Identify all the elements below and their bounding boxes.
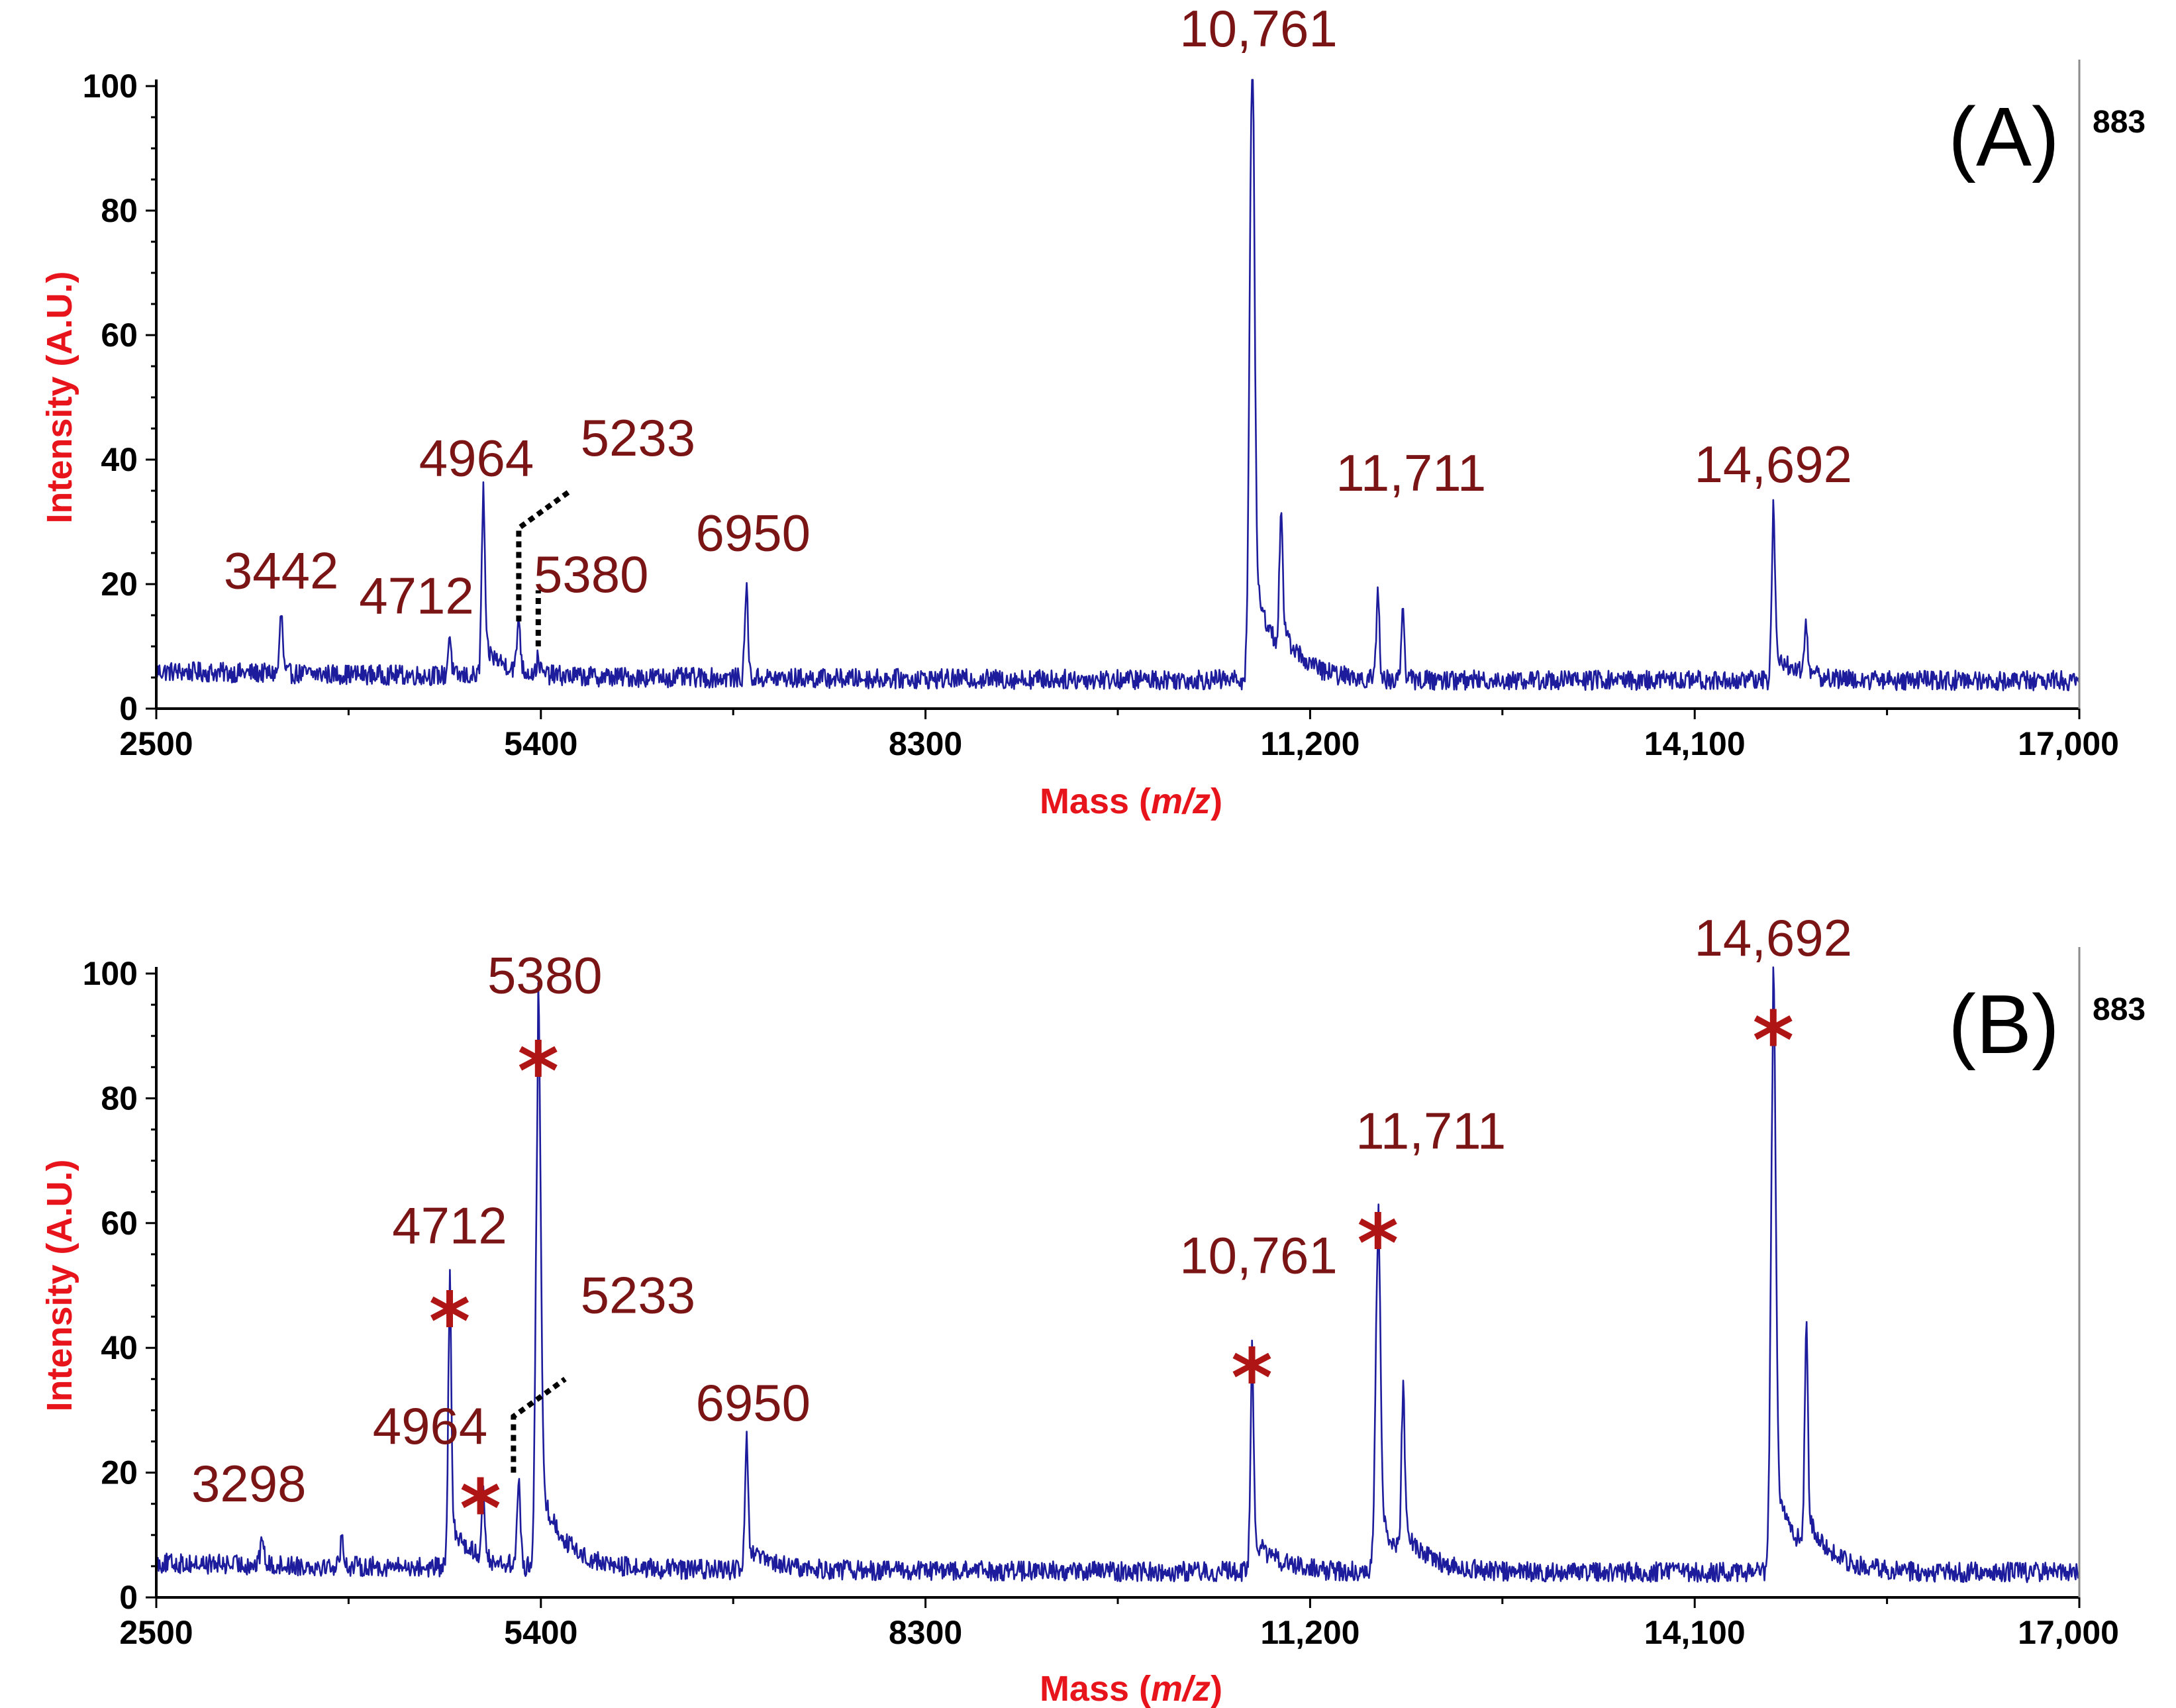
star-marker: *: [460, 1464, 501, 1556]
peak-label: 6950: [695, 503, 811, 562]
x-tick-label: 14,100: [1644, 1614, 1746, 1651]
panel-label: (B): [1948, 978, 2059, 1071]
y-axis-title: Intensity (A.U.): [40, 271, 79, 523]
star-marker: *: [1752, 995, 1794, 1087]
peak-label: 5380: [534, 545, 649, 603]
peak-label: 4964: [419, 429, 534, 487]
peak-label: 4964: [373, 1397, 488, 1455]
peak-label: 5233: [581, 409, 696, 467]
x-axis-title: Mass (m/z): [1040, 781, 1222, 821]
peak-label: 6950: [695, 1374, 811, 1432]
leader-line: [511, 1377, 567, 1473]
peak-label: 3298: [191, 1454, 307, 1513]
peak-label: 14,692: [1694, 435, 1852, 493]
y-tick-label: 80: [101, 192, 138, 229]
x-tick-label: 14,100: [1644, 725, 1746, 762]
peak-label: 4712: [359, 567, 474, 625]
x-tick-label: 2500: [119, 725, 193, 762]
y-tick-label: 60: [101, 1205, 138, 1242]
x-tick-label: 8300: [889, 725, 962, 762]
y-tick-label: 40: [101, 441, 138, 478]
spectrum-panel: 0 20 40 60 80 100 2500 5400 8300 11,200 14,100 17,0…: [40, 0, 2146, 821]
panel-label: (A): [1948, 90, 2059, 183]
peak-label: 11,711: [1336, 444, 1486, 502]
peak-label: 11,711: [1356, 1101, 1506, 1160]
y-tick-label: 100: [83, 955, 138, 992]
star-marker: *: [429, 1277, 471, 1369]
x-tick-label: 2500: [119, 1614, 193, 1651]
x-tick-label: 8300: [889, 1614, 962, 1651]
y-tick-label: 100: [83, 68, 138, 105]
y-tick-label: 0: [119, 690, 138, 727]
y-tick-label: 20: [101, 566, 138, 603]
x-tick-label: 11,200: [1260, 725, 1360, 762]
star-marker: *: [1231, 1332, 1273, 1425]
star-marker: *: [1357, 1198, 1399, 1290]
x-axis-title: Mass (m/z): [1040, 1669, 1222, 1708]
peak-label: 3442: [224, 541, 339, 599]
peak-label: 5233: [581, 1266, 696, 1324]
y-tick-label: 20: [101, 1454, 138, 1491]
x-tick-label: 5400: [504, 1614, 577, 1651]
spectrum-panel: 0 20 40 60 80 100 2500 5400 8300 11,200 14,100 17,0…: [40, 909, 2146, 1708]
x-tick-label: 11,200: [1260, 1614, 1360, 1651]
peak-label: 10,761: [1179, 1226, 1338, 1284]
x-tick-label: 17,000: [2018, 1614, 2119, 1651]
spectrum-line: [155, 79, 2080, 691]
peak-label: 5380: [487, 946, 603, 1005]
x-tick-label: 17,000: [2018, 725, 2119, 762]
peak-label: 14,692: [1694, 909, 1852, 967]
spectrum-line: [155, 966, 2080, 1583]
scale-label: 883: [2093, 105, 2146, 140]
star-marker: *: [517, 1027, 559, 1119]
scale-label: 883: [2093, 992, 2146, 1027]
y-axis-title: Intensity (A.U.): [40, 1159, 79, 1411]
peak-label: 10,761: [1179, 0, 1338, 58]
x-tick-label: 5400: [504, 725, 577, 762]
y-tick-label: 40: [101, 1329, 138, 1366]
y-tick-label: 60: [101, 317, 138, 354]
peak-label: 4712: [392, 1197, 507, 1255]
y-tick-label: 80: [101, 1080, 138, 1117]
y-tick-label: 0: [119, 1579, 138, 1616]
